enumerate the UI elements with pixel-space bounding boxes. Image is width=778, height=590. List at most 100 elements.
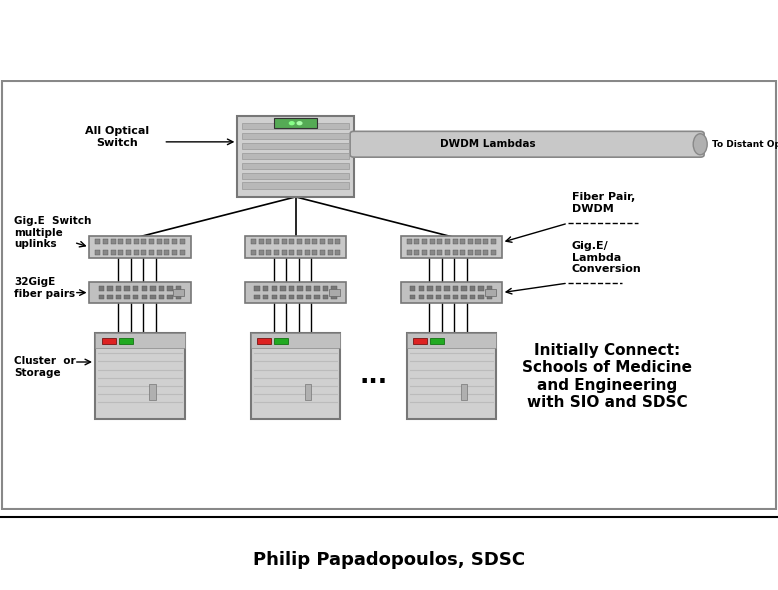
Bar <box>461 384 467 400</box>
Bar <box>335 250 340 255</box>
FancyBboxPatch shape <box>89 237 191 258</box>
Bar <box>312 250 317 255</box>
Bar <box>444 295 450 299</box>
Bar <box>453 250 457 255</box>
Bar <box>328 240 333 244</box>
Text: Plan for UCSD Campus-Scale OptIPuter: Plan for UCSD Campus-Scale OptIPuter <box>84 26 694 54</box>
Bar <box>478 286 484 291</box>
Bar <box>444 286 450 291</box>
FancyBboxPatch shape <box>407 333 496 419</box>
Bar <box>142 250 146 255</box>
Bar <box>412 338 426 344</box>
Bar <box>335 240 340 244</box>
Bar <box>172 250 177 255</box>
Bar <box>274 240 279 244</box>
FancyBboxPatch shape <box>401 282 502 303</box>
Bar <box>149 384 156 400</box>
Text: Gig.E  Switch
multiple
uplinks: Gig.E Switch multiple uplinks <box>14 216 91 250</box>
Bar <box>176 295 181 299</box>
Bar <box>124 286 130 291</box>
Bar <box>167 286 173 291</box>
Bar <box>487 295 492 299</box>
Bar <box>180 240 184 244</box>
Bar <box>142 240 146 244</box>
Bar <box>419 286 424 291</box>
Text: Philip Papadopoulos, SDSC: Philip Papadopoulos, SDSC <box>253 550 525 569</box>
Bar <box>180 250 184 255</box>
Bar <box>164 240 170 244</box>
Bar <box>103 250 108 255</box>
Bar <box>314 295 320 299</box>
Bar <box>164 250 170 255</box>
FancyBboxPatch shape <box>401 237 502 258</box>
Bar <box>328 250 333 255</box>
Bar <box>280 286 286 291</box>
Bar <box>150 295 156 299</box>
Circle shape <box>297 122 302 124</box>
Bar <box>149 250 154 255</box>
Bar <box>427 295 433 299</box>
Bar <box>470 286 475 291</box>
Bar <box>282 240 287 244</box>
Text: All Optical
Switch: All Optical Switch <box>85 126 149 148</box>
Bar <box>453 295 458 299</box>
Text: Fiber Pair,
DWDM: Fiber Pair, DWDM <box>572 192 635 214</box>
FancyBboxPatch shape <box>237 116 354 197</box>
Bar <box>297 250 302 255</box>
Bar <box>172 240 177 244</box>
Bar <box>156 250 162 255</box>
Bar <box>242 153 349 159</box>
Bar <box>468 250 473 255</box>
Bar <box>251 250 256 255</box>
Bar <box>110 240 116 244</box>
Bar <box>242 133 349 139</box>
Text: 32GigE
fiber pairs: 32GigE fiber pairs <box>14 277 75 299</box>
Bar <box>419 295 424 299</box>
Bar <box>242 123 349 129</box>
Bar <box>429 338 443 344</box>
Ellipse shape <box>693 134 707 155</box>
Bar <box>305 250 310 255</box>
Bar <box>297 240 302 244</box>
Bar <box>263 286 268 291</box>
Bar <box>445 250 450 255</box>
Bar <box>297 286 303 291</box>
FancyBboxPatch shape <box>245 237 346 258</box>
Bar <box>118 240 124 244</box>
Bar <box>453 240 457 244</box>
Bar <box>96 240 100 244</box>
Bar <box>436 286 441 291</box>
Bar <box>126 250 131 255</box>
Bar <box>116 295 121 299</box>
Bar <box>320 240 325 244</box>
Bar <box>429 250 435 255</box>
Text: Initially Connect:
Schools of Medicine
and Engineering
with SIO and SDSC: Initially Connect: Schools of Medicine a… <box>522 343 692 410</box>
Bar <box>150 286 156 291</box>
Bar <box>323 286 328 291</box>
FancyBboxPatch shape <box>350 132 704 157</box>
Bar <box>254 286 260 291</box>
Bar <box>320 250 325 255</box>
Bar <box>272 295 277 299</box>
Bar <box>414 240 419 244</box>
Bar <box>306 295 311 299</box>
FancyBboxPatch shape <box>251 333 341 419</box>
Bar <box>159 295 164 299</box>
Bar <box>314 286 320 291</box>
Text: DWDM Lambdas: DWDM Lambdas <box>440 139 536 149</box>
Text: Gig.E/
Lambda
Conversion: Gig.E/ Lambda Conversion <box>572 241 642 274</box>
Bar <box>110 250 116 255</box>
Bar <box>475 240 481 244</box>
Bar <box>103 240 108 244</box>
Bar <box>461 286 467 291</box>
Bar <box>159 286 164 291</box>
Bar <box>242 182 349 189</box>
Bar <box>149 240 154 244</box>
Bar <box>119 338 132 344</box>
Bar <box>251 240 256 244</box>
Bar <box>116 286 121 291</box>
Bar <box>133 295 138 299</box>
Bar <box>410 286 415 291</box>
Bar <box>422 250 427 255</box>
Bar <box>470 295 475 299</box>
